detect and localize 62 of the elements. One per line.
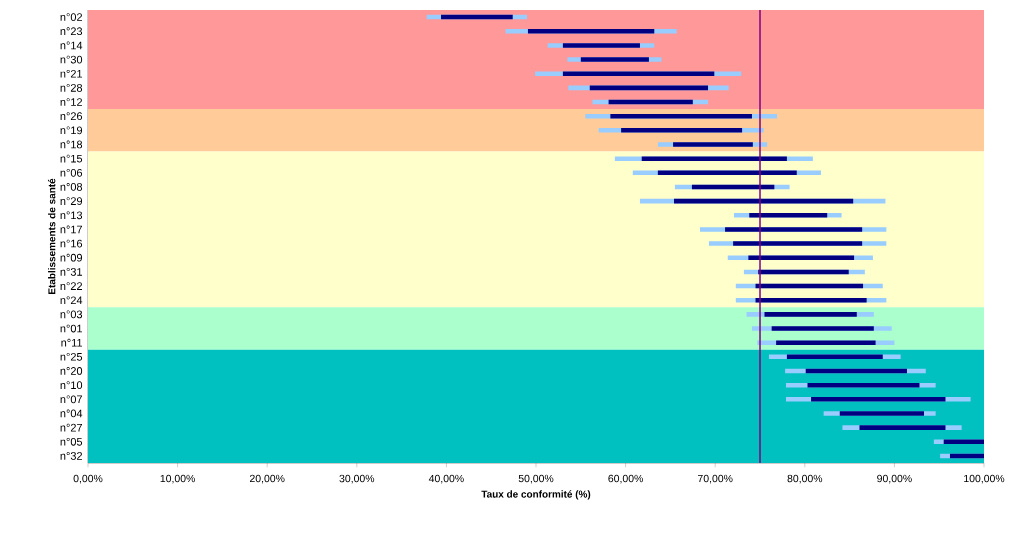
y-tick-label: n°21 [60, 69, 83, 78]
bar [641, 156, 787, 161]
bar [527, 28, 655, 34]
y-tick-label: n°32 [60, 452, 83, 460]
y-tick-label: n°29 [60, 197, 83, 205]
x-tick-label: 30,00% [339, 474, 375, 484]
y-tick-label: n°17 [60, 225, 83, 234]
x-tick-label: 0,00% [73, 474, 103, 484]
y-tick-label: n°12 [60, 98, 83, 106]
y-tick-label: n°09 [60, 253, 83, 262]
y-tick-label: n°13 [60, 211, 83, 220]
y-tick-label: n°05 [60, 437, 83, 446]
bar [580, 57, 649, 62]
x-tick-label: 70,00% [698, 474, 733, 484]
bar [748, 255, 855, 260]
bar [764, 312, 857, 317]
y-tick-label: n°25 [60, 352, 83, 361]
bar [621, 128, 743, 133]
y-tick-label: n°10 [60, 381, 83, 390]
bar [776, 340, 876, 345]
x-tick-label: 40,00% [428, 474, 464, 484]
y-tick-label: n°27 [60, 423, 83, 432]
y-tick-label: n°26 [60, 112, 83, 121]
y-tick-label: n°02 [60, 13, 83, 21]
bar [725, 227, 863, 232]
bar [673, 142, 753, 147]
bar [562, 43, 640, 48]
y-tick-label: n°23 [60, 27, 83, 36]
x-tick-label: 80,00% [787, 474, 823, 484]
y-tick-label: n°07 [60, 395, 83, 404]
y-tick-label: n°14 [60, 41, 83, 50]
bar [811, 397, 946, 402]
y-tick-label: n°11 [61, 338, 83, 347]
x-axis-title: Taux de conformité (%) [481, 490, 591, 500]
y-tick-label: n°01 [60, 324, 83, 333]
bar [749, 213, 828, 218]
y-tick-label: n°16 [60, 239, 83, 248]
x-tick-label: 10,00% [160, 474, 195, 484]
y-tick-label: n°31 [60, 268, 83, 276]
bar [839, 411, 924, 416]
bar [562, 71, 715, 76]
x-tick-label: 90,00% [877, 474, 912, 484]
bar [771, 326, 874, 331]
x-tick-label: 100,00% [964, 474, 1005, 484]
x-tick-label: 20,00% [250, 474, 285, 484]
y-tick-label: n°22 [60, 282, 83, 290]
y-axis-title: Etablissements de santé [47, 178, 56, 294]
y-tick-label: n°08 [60, 183, 83, 191]
bar [859, 425, 946, 430]
bar [733, 241, 863, 246]
y-tick-label: n°28 [60, 83, 83, 92]
y-tick-label: n°06 [60, 168, 83, 177]
y-tick-label: n°03 [60, 310, 83, 319]
y-tick-label: n°24 [60, 296, 83, 305]
y-tick-label: n°20 [60, 367, 83, 375]
x-tick-label: 50,00% [518, 474, 554, 484]
y-tick-label: n°04 [60, 409, 83, 418]
y-tick-label: n°18 [60, 140, 83, 149]
y-tick-label: n°15 [60, 154, 83, 163]
y-tick-label: n°30 [60, 55, 83, 64]
x-tick-label: 60,00% [608, 474, 643, 484]
y-tick-label: n°19 [60, 126, 83, 135]
